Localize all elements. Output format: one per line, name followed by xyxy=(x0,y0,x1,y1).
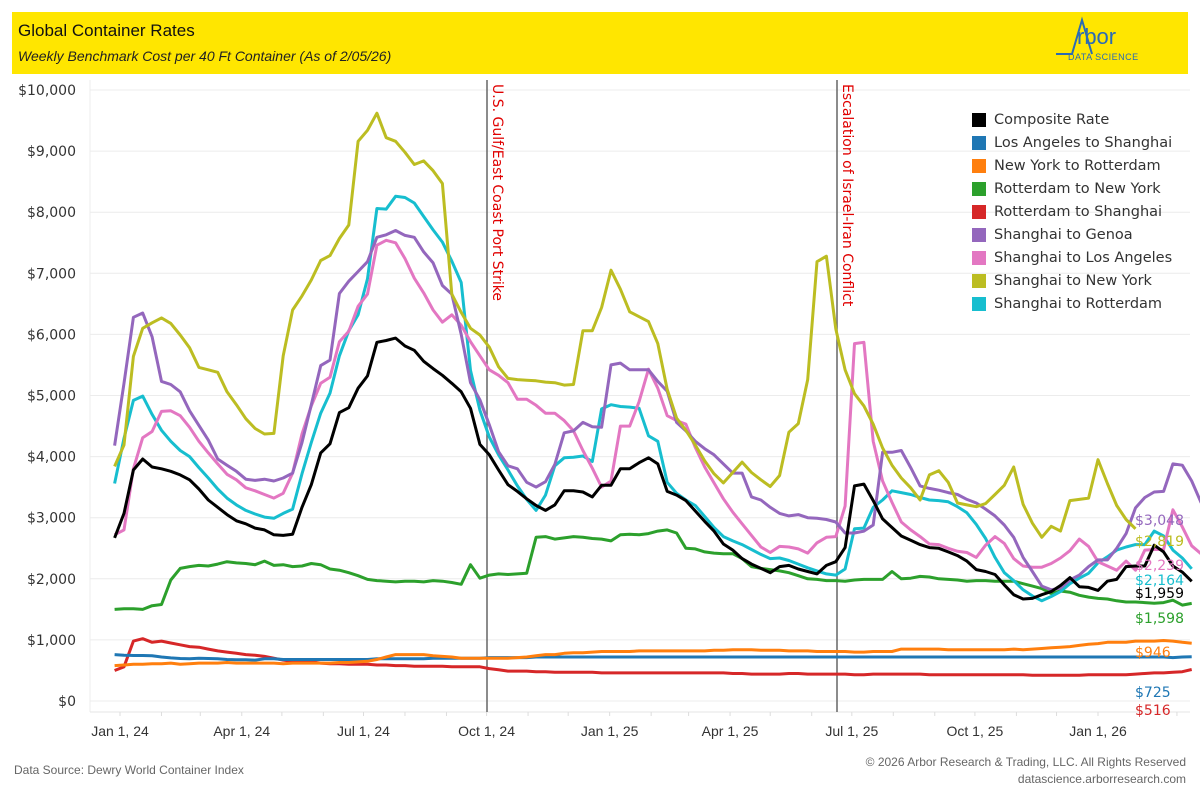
x-tick-label: Jul 1, 24 xyxy=(337,723,390,739)
series-line-los-angeles-to-shanghai xyxy=(114,653,1192,662)
legend-label: Rotterdam to New York xyxy=(994,180,1161,197)
end-label: $1,598 xyxy=(1135,611,1184,627)
legend-item[interactable]: Shanghai to Los Angeles xyxy=(972,246,1172,269)
legend-item[interactable]: Shanghai to Rotterdam xyxy=(972,292,1172,315)
legend-label: Rotterdam to Shanghai xyxy=(994,203,1163,220)
x-tick-label: Jan 1, 24 xyxy=(91,723,149,739)
end-label: $946 xyxy=(1135,645,1171,661)
annotation-label: U.S. Gulf/East Coast Port Strike xyxy=(489,84,505,301)
y-tick-label: $5,000 xyxy=(27,389,76,405)
legend-swatch xyxy=(972,204,986,219)
y-tick-label: $3,000 xyxy=(27,511,76,527)
end-label: $3,048 xyxy=(1135,513,1184,529)
y-tick-label: $0 xyxy=(58,694,76,710)
y-tick-label: $1,000 xyxy=(27,633,76,649)
x-tick-label: Jan 1, 25 xyxy=(581,723,639,739)
logo-subtitle: DATA SCIENCE xyxy=(1068,52,1139,62)
legend-item[interactable]: Rotterdam to Shanghai xyxy=(972,200,1172,223)
series-line-shanghai-to-new-york xyxy=(113,111,1137,539)
end-label: $2,164 xyxy=(1135,573,1184,589)
legend-item[interactable]: Los Angeles to Shanghai xyxy=(972,131,1172,154)
end-labels: $1,959 $725 $946 $1,598 $516 $3,048 $2,239 $2,8… xyxy=(1135,513,1184,719)
end-label: $516 xyxy=(1135,703,1171,719)
legend-swatch xyxy=(972,296,986,311)
legend-swatch xyxy=(972,250,986,265)
x-axis: Jan 1, 24 Apr 1, 24 Jul 1, 24 Oct 1, 24 Jan … xyxy=(91,712,1178,739)
x-tick-label: Jan 1, 26 xyxy=(1069,723,1127,739)
legend-swatch xyxy=(972,227,986,242)
legend: Composite Rate Los Angeles to Shanghai New… xyxy=(972,108,1172,315)
legend-item[interactable]: Shanghai to New York xyxy=(972,269,1172,292)
series-line-shanghai-to-rotterdam xyxy=(113,194,1193,603)
series-lines xyxy=(113,111,1200,677)
legend-swatch xyxy=(972,273,986,288)
legend-swatch xyxy=(972,112,986,127)
series-line-composite-rate xyxy=(113,336,1193,601)
legend-swatch xyxy=(972,135,986,150)
y-tick-label: $8,000 xyxy=(27,205,76,221)
page-subtitle: Weekly Benchmark Cost per 40 Ft Containe… xyxy=(18,48,392,64)
x-tick-label: Oct 1, 24 xyxy=(458,723,515,739)
legend-label: Shanghai to Los Angeles xyxy=(994,249,1173,266)
y-tick-label: $10,000 xyxy=(18,83,76,99)
legend-item[interactable]: Shanghai to Genoa xyxy=(972,223,1172,246)
legend-label: Los Angeles to Shanghai xyxy=(994,134,1173,151)
y-tick-label: $7,000 xyxy=(27,266,76,282)
legend-item[interactable]: Rotterdam to New York xyxy=(972,177,1172,200)
x-tick-label: Apr 1, 25 xyxy=(702,723,759,739)
y-tick-label: $9,000 xyxy=(27,144,76,160)
copyright: © 2026 Arbor Research & Trading, LLC. Al… xyxy=(865,755,1186,769)
legend-label: Shanghai to Rotterdam xyxy=(994,295,1163,312)
legend-item[interactable]: New York to Rotterdam xyxy=(972,154,1172,177)
arbor-logo-icon xyxy=(1056,16,1093,55)
legend-swatch xyxy=(972,181,986,196)
series-line-new-york-to-rotterdam xyxy=(114,639,1192,668)
y-axis: $0 $1,000 $2,000 $3,000 $4,000 $5,000 $6,000 $7… xyxy=(18,83,76,710)
legend-item[interactable]: Composite Rate xyxy=(972,108,1172,131)
y-tick-label: $6,000 xyxy=(27,327,76,343)
end-label: $2,239 xyxy=(1135,558,1184,574)
annotation-label: Escalation of Israel-Iran Conflict xyxy=(839,84,855,307)
end-label: $725 xyxy=(1135,685,1171,701)
x-tick-label: Oct 1, 25 xyxy=(947,723,1004,739)
end-label: $1,959 xyxy=(1135,586,1184,602)
end-label: $2,819 xyxy=(1135,534,1184,550)
y-tick-label: $2,000 xyxy=(27,572,76,588)
legend-swatch xyxy=(972,158,986,173)
annotations: U.S. Gulf/East Coast Port Strike Escalati… xyxy=(486,80,855,712)
website-url[interactable]: datascience.arborresearch.com xyxy=(1017,772,1186,786)
x-tick-label: Apr 1, 24 xyxy=(213,723,270,739)
legend-label: New York to Rotterdam xyxy=(994,157,1161,174)
legend-label: Shanghai to New York xyxy=(994,272,1152,289)
y-tick-label: $4,000 xyxy=(27,450,76,466)
series-line-rotterdam-to-shanghai xyxy=(114,637,1193,677)
legend-label: Composite Rate xyxy=(994,111,1110,128)
logo-wordmark: rbor xyxy=(1077,24,1117,49)
page-title: Global Container Rates xyxy=(18,21,195,40)
data-source: Data Source: Dewry World Container Index xyxy=(14,763,244,777)
x-tick-label: Jul 1, 25 xyxy=(825,723,878,739)
header-banner: Global Container Rates Weekly Benchmark … xyxy=(12,12,1188,74)
legend-label: Shanghai to Genoa xyxy=(994,226,1133,243)
series-line-shanghai-to-genoa xyxy=(113,229,1200,592)
